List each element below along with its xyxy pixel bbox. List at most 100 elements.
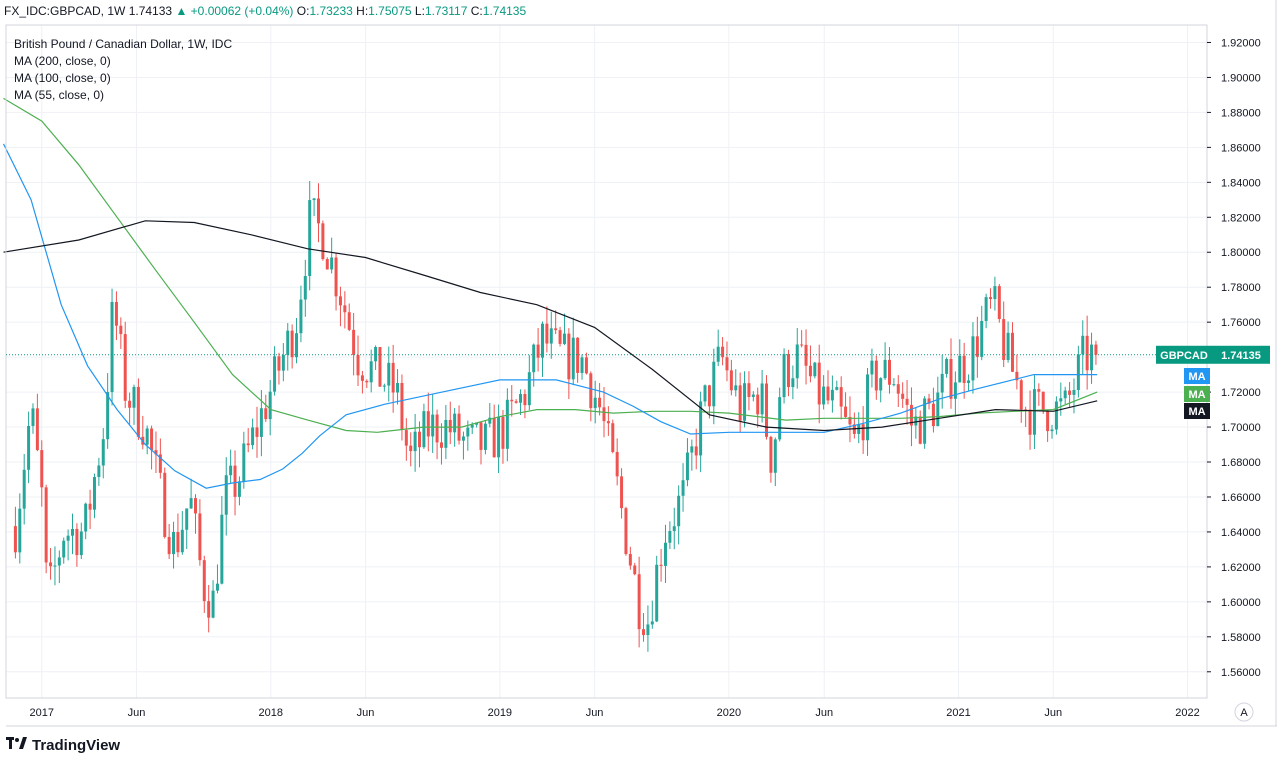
candle-body [690,446,694,453]
x-tick-label: 2021 [946,707,970,719]
candle-body [707,385,711,407]
header-close: 1.74135 [482,4,527,18]
candle [892,378,896,387]
candle [510,385,514,417]
candle-body [624,508,628,555]
candle-body [193,498,197,514]
candle-body [1063,390,1067,399]
candle-body [791,378,795,388]
candle [747,371,751,411]
candle [35,393,39,452]
legend-ma100[interactable]: MA (100, close, 0) [14,71,111,85]
candle [571,317,575,386]
candle [699,391,703,473]
candle [321,220,325,261]
candle-body [448,419,452,433]
candle-body [514,401,518,403]
candle [1010,322,1014,373]
candle [909,387,913,447]
legend-ma55[interactable]: MA (55, close, 0) [14,88,105,102]
candle-body [18,508,22,553]
y-tick-label: 1.64000 [1221,527,1261,539]
candle-body [387,362,391,386]
candle-body [1054,401,1058,430]
header-open: 1.73233 [309,4,353,18]
x-tick-label: 2022 [1175,707,1199,719]
candle [1015,354,1019,390]
candle-body [84,503,88,532]
candle [356,335,360,387]
candle-body [233,465,237,497]
candle-body [747,383,751,397]
auto-scale-button[interactable]: A [1234,702,1254,722]
candle-body [180,529,184,553]
candle-body [444,419,448,448]
candle [782,348,786,404]
candle-body [53,565,57,567]
candle-body [611,423,615,452]
legend-ma200[interactable]: MA (200, close, 0) [14,54,111,68]
candle-body [101,439,105,466]
candle [1063,386,1067,405]
candle-body [22,469,26,509]
y-tick-label: 1.88000 [1221,107,1261,119]
y-tick-label: 1.72000 [1221,387,1261,399]
candle-body [870,360,874,375]
candle [545,306,549,353]
candle-body [615,451,619,477]
candle [242,431,246,489]
candle-body [404,430,408,446]
y-tick-label: 1.90000 [1221,72,1261,84]
y-tick-label: 1.66000 [1221,492,1261,504]
candle [303,259,307,317]
candle [672,507,676,550]
candle [655,555,659,623]
candle [281,343,285,382]
candle [826,370,830,405]
candle [347,303,351,332]
candle-body [356,354,360,376]
candle-body [962,355,966,383]
candle-body [259,408,263,437]
candle [215,564,219,594]
candle [1037,383,1041,406]
header-open-label: O: [296,4,310,18]
candle-body [677,495,681,527]
candle [132,384,136,425]
candle [734,369,738,397]
candle-body [620,476,624,509]
candle [980,305,984,361]
candle [940,354,944,409]
candle [646,605,650,652]
candle [817,344,821,424]
candle-body [268,391,272,420]
candle [404,418,408,461]
candle [299,285,303,343]
candle [387,346,391,402]
header-high-label: H: [356,4,369,18]
candle [808,345,812,383]
candle-body [874,360,878,391]
y-tick-label: 1.60000 [1221,597,1261,609]
candle [1050,424,1054,439]
candle-body [277,356,281,371]
x-tick-label: Jun [815,707,833,719]
header-symbol[interactable]: FX_IDC:GBPCAD, 1W [4,4,126,18]
candle-body [1002,319,1006,361]
candle [1094,340,1098,365]
tradingview-logo-icon [6,736,28,754]
candle-body [659,564,663,566]
tradingview-logo[interactable]: TradingView [6,736,120,754]
candle [418,421,422,468]
candle-body [778,397,782,440]
candle-body [734,385,738,391]
candle [681,463,685,512]
candle-body [286,330,290,355]
candle-body [822,386,826,405]
header-last: 1.74133 [128,4,173,18]
ma100-line [2,143,1098,489]
candle [119,317,123,349]
candle-body [549,328,553,344]
candle-body [303,276,307,300]
